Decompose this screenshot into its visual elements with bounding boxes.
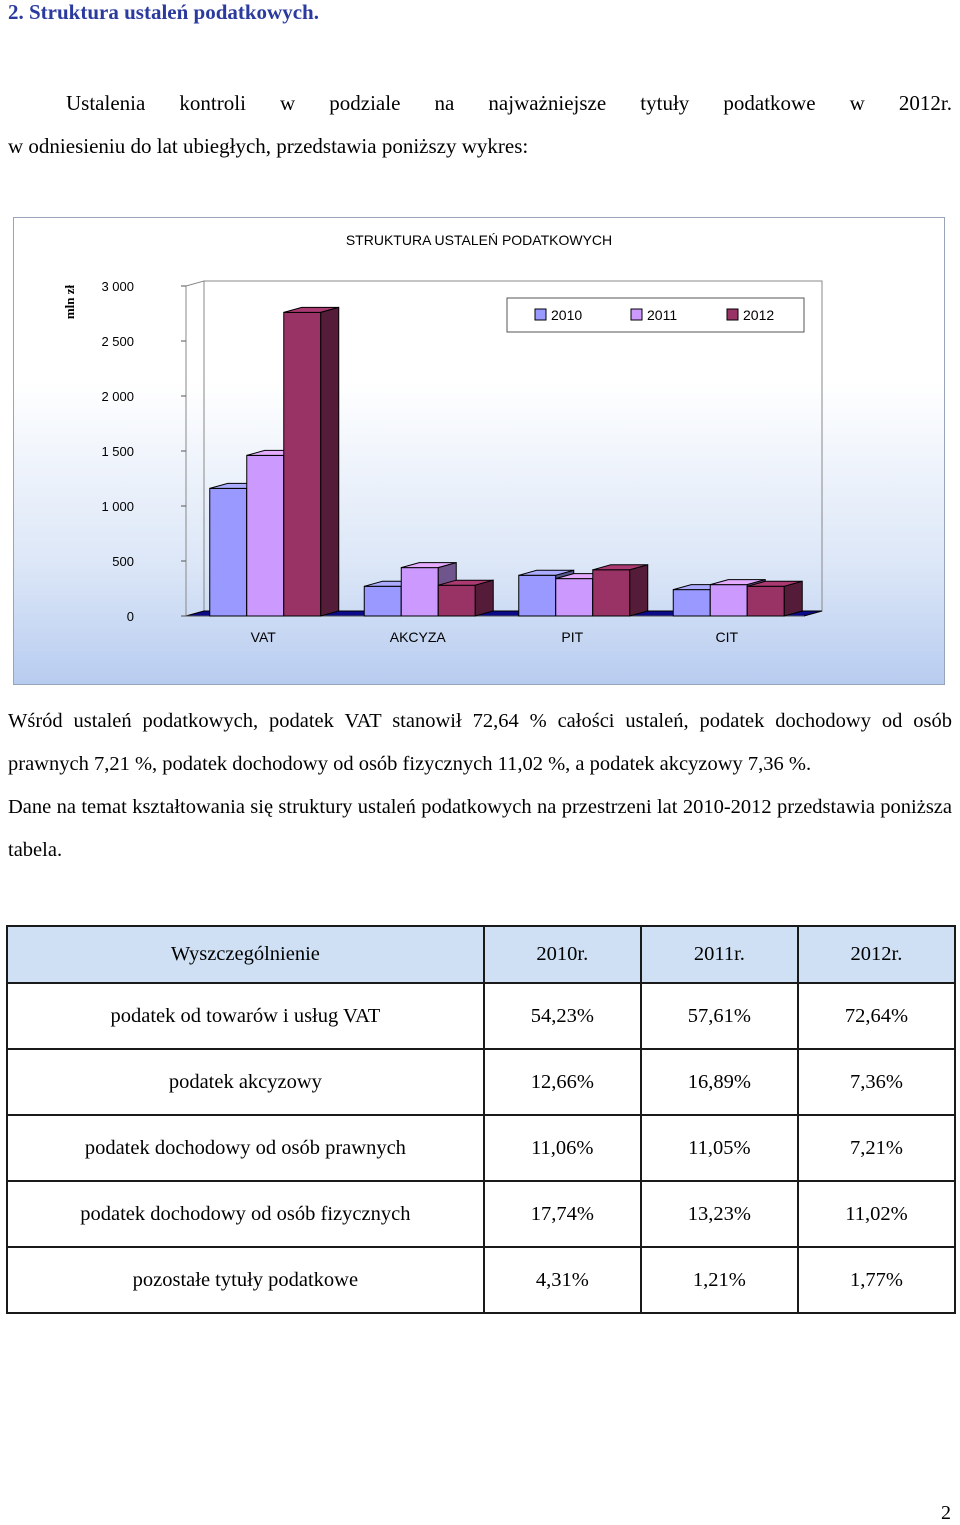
table-cell: 13,23% [639,1180,799,1248]
table-cell: 57,61% [639,982,799,1050]
table-cell: 54,23% [482,982,642,1050]
chart-side-wall [185,280,205,617]
bar-2010-vat [209,487,248,617]
table-cell: 72,64% [796,982,957,1050]
structure-table: Wyszczególnienie 2010r. 2011r. 2012r. po… [6,925,957,1314]
legend-label-2011: 2011 [647,307,677,323]
table-row: podatek akcyzowy 12,66% 16,89% 7,36% [6,1048,957,1116]
table-cell: podatek dochodowy od osób fizycznych [6,1180,485,1248]
header-cell: 2011r. [639,925,799,984]
intro-line-2: w odniesieniu do lat ubiegłych, przedsta… [8,134,529,158]
table-cell: 17,74% [482,1180,642,1248]
bar-2010-pit [518,574,557,617]
legend-swatch-2010 [534,308,547,321]
intro-line-1: Ustalenia kontroli w podziale na najważn… [66,91,952,115]
page-number: 2 [941,1502,951,1524]
table-cell: podatek dochodowy od osób prawnych [6,1114,485,1182]
header-cell: 2010r. [482,925,642,984]
bar-side-2012-akcyza [474,579,494,617]
table-cell: podatek od towarów i usług VAT [6,982,485,1050]
legend-swatch-2012 [726,308,739,321]
bar-2010-akcyza [363,585,402,617]
header-cell: 2012r. [796,925,957,984]
table-header-row: Wyszczególnienie 2010r. 2011r. 2012r. [6,925,957,984]
bar-2011-akcyza [400,567,439,617]
table-cell: podatek akcyzowy [6,1048,485,1116]
bar-side-2012-cit [783,580,803,617]
y-tick-label: 3 000 [101,279,134,294]
y-axis-label: mln zł [62,284,77,319]
bar-side-2012-pit [629,564,649,617]
bar-2011-cit [709,584,748,617]
table-row: podatek dochodowy od osób fizycznych 17,… [6,1180,957,1248]
bar-2010-cit [672,589,711,617]
table-cell: 11,02% [796,1180,957,1248]
legend-label-2010: 2010 [551,307,582,323]
chart-canvas: 0 500 1 000 1 500 2 000 2 500 3 000 mln zł VAT AK… [62,279,823,645]
bar-2012-cit [746,585,785,617]
bar-2012-vat [283,311,322,617]
body-text: Wśród ustaleń podatkowych, podatek VAT s… [8,700,952,872]
table-row: podatek od towarów i usług VAT 54,23% 57… [6,982,957,1050]
y-tick-label: 2 500 [101,334,134,349]
table-cell: 7,36% [796,1048,957,1116]
header-cell: Wyszczególnienie [6,925,485,984]
y-tick-label: 500 [112,554,134,569]
table-row: pozostałe tytuły podatkowe 4,31% 1,21% 1… [6,1246,957,1314]
intro-paragraph: Ustalenia kontroli w podziale na najważn… [8,82,952,168]
y-tick-label: 1 500 [101,444,134,459]
table-row: podatek dochodowy od osób prawnych 11,06… [6,1114,957,1182]
bar-side-2012-vat [320,306,340,617]
section-heading: 2. Struktura ustaleń podatkowych. [8,0,319,24]
legend-label-2012: 2012 [743,307,774,323]
bar-2011-pit [555,578,594,617]
table-cell: 7,21% [796,1114,957,1182]
bar-2012-pit [592,569,631,617]
y-tick-label: 1 000 [101,499,134,514]
x-tick-label: PIT [561,629,583,645]
table-cell: 16,89% [639,1048,799,1116]
table-cell: 1,21% [639,1246,799,1314]
table-cell: 1,77% [796,1246,957,1314]
chart-legend [506,297,805,333]
x-tick-label: CIT [715,629,738,645]
chart-title: STRUKTURA USTALEŃ PODATKOWYCH [345,232,613,248]
summary-paragraph: Wśród ustaleń podatkowych, podatek VAT s… [8,710,952,775]
bar-chart: STRUKTURA USTALEŃ PODATKOWYCH 0 500 1 000 1… [13,217,945,685]
table-cell: 11,05% [639,1114,799,1182]
x-tick-label: VAT [251,629,277,645]
y-tick-label: 0 [127,609,134,624]
table-cell: 4,31% [482,1246,642,1314]
legend-swatch-2011 [630,308,643,321]
bar-2011-vat [246,454,285,617]
y-tick-label: 2 000 [101,389,134,404]
x-tick-label: AKCYZA [390,629,447,645]
table-cell: 12,66% [482,1048,642,1116]
table-cell: 11,06% [482,1114,642,1182]
bar-2012-akcyza [437,584,476,617]
table-intro-paragraph: Dane na temat kształtowania się struktur… [8,796,952,861]
table-cell: pozostałe tytuły podatkowe [6,1246,485,1314]
